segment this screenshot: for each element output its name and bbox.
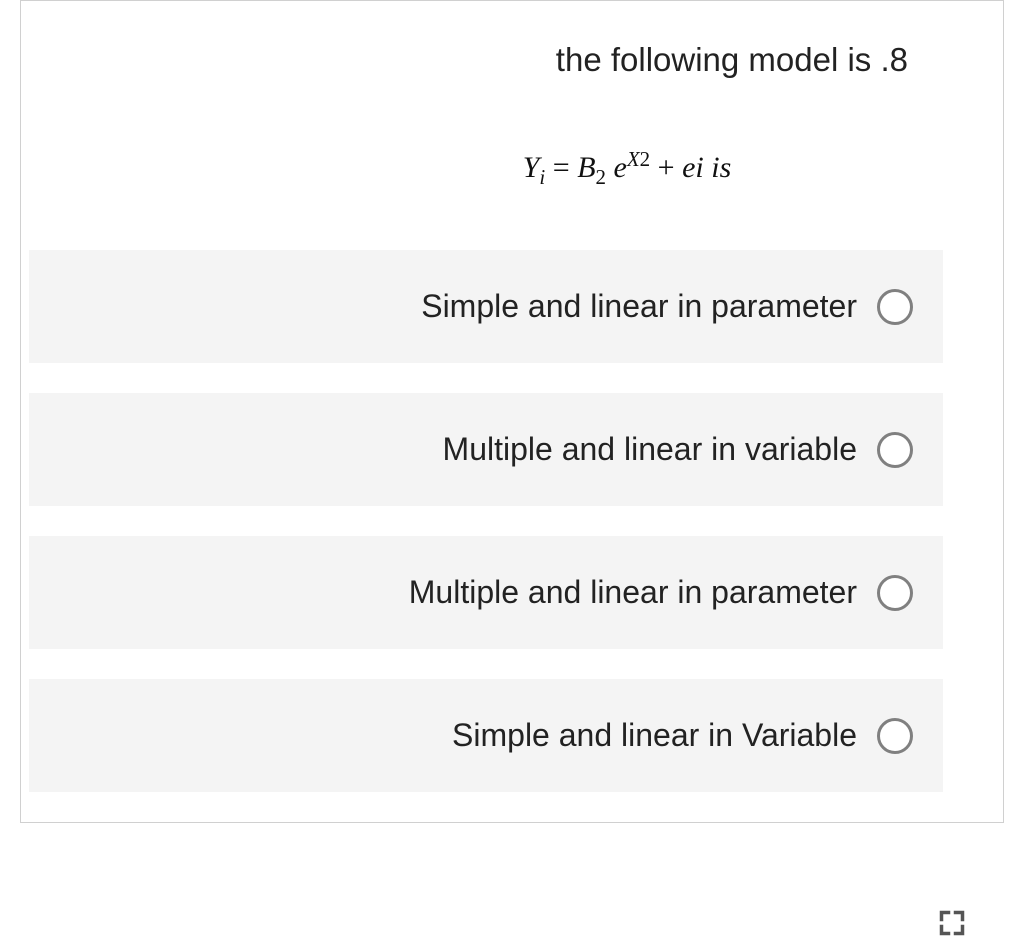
expand-icon[interactable]	[938, 909, 966, 937]
question-header: the following model is .8	[21, 41, 1003, 79]
options-list: Simple and linear in parameter Multiple …	[21, 250, 1003, 792]
eq-exp-X: X	[627, 147, 640, 171]
eq-B-sub: 2	[596, 165, 607, 189]
option-label: Multiple and linear in parameter	[409, 574, 857, 611]
radio-button[interactable]	[877, 575, 913, 611]
option-row[interactable]: Simple and linear in Variable	[29, 679, 943, 792]
eq-is: is	[704, 151, 732, 184]
option-row[interactable]: Multiple and linear in parameter	[29, 536, 943, 649]
eq-exp-2: 2	[640, 147, 651, 171]
option-label: Multiple and linear in variable	[443, 431, 857, 468]
radio-button[interactable]	[877, 718, 913, 754]
radio-button[interactable]	[877, 432, 913, 468]
option-row[interactable]: Multiple and linear in variable	[29, 393, 943, 506]
eq-ei: ei	[682, 151, 704, 184]
eq-exp: X2	[627, 147, 650, 171]
question-card: the following model is .8 Yi = B2 eX2 + …	[20, 0, 1004, 823]
eq-equals: =	[545, 151, 577, 184]
eq-e: e	[614, 151, 627, 184]
radio-button[interactable]	[877, 289, 913, 325]
eq-space1	[606, 151, 614, 184]
equation: Yi = B2 eX2 + ei is	[21, 147, 1003, 190]
eq-plus: +	[650, 151, 682, 184]
eq-B: B	[577, 151, 595, 184]
question-text: the following model is .8	[556, 41, 908, 78]
option-label: Simple and linear in Variable	[452, 717, 857, 754]
option-row[interactable]: Simple and linear in parameter	[29, 250, 943, 363]
option-label: Simple and linear in parameter	[421, 288, 857, 325]
eq-Y: Y	[523, 151, 540, 184]
